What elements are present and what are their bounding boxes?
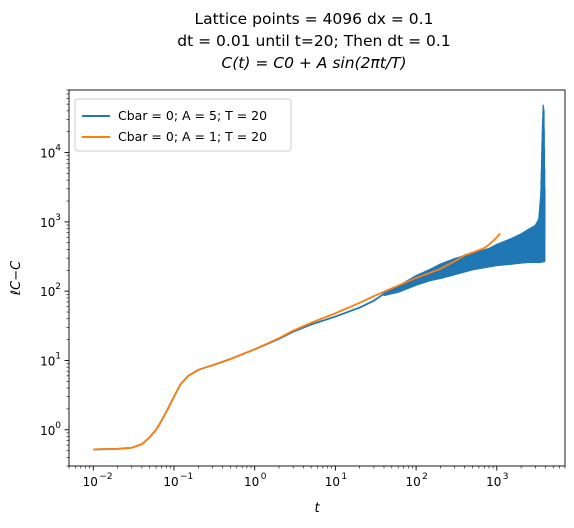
x-axis-label: t: [314, 501, 320, 516]
y-tick-label-exponent: 0: [55, 421, 61, 431]
plot-area: [68, 89, 566, 467]
legend-label-series-1: Cbar = 0; A = 5; T = 20: [118, 108, 267, 123]
y-tick-label: 10: [40, 424, 55, 438]
x-axis: 10 −2 10 −1 10 0 10 1 10 2 10 3: [68, 466, 566, 489]
x-tick-label-exponent: 0: [261, 472, 267, 482]
x-tick-label-exponent: −1: [180, 472, 193, 482]
x-tick-label-exponent: 3: [503, 472, 509, 482]
x-tick-label: 10: [83, 475, 98, 489]
title-line-3: C(t) = C0 + A sin(2πt/T): [221, 54, 406, 72]
x-tick-label: 10: [486, 475, 501, 489]
y-tick-label: 10: [40, 354, 55, 368]
series-2-line: [93, 232, 501, 451]
x-tick-label: 10: [163, 475, 178, 489]
y-tick-label: 10: [40, 147, 55, 161]
x-tick-label-exponent: −2: [99, 472, 112, 482]
y-tick-label-exponent: 1: [55, 351, 61, 361]
series-layer: [93, 104, 546, 451]
x-tick-label-exponent: 1: [341, 472, 347, 482]
y-tick-label: 10: [40, 285, 55, 299]
x-tick-label: 10: [244, 475, 259, 489]
y-tick-label-exponent: 3: [55, 213, 61, 223]
y-tick-label-exponent: 2: [55, 282, 61, 292]
legend-label-series-2: Cbar = 0; A = 1; T = 20: [118, 129, 267, 144]
x-tick-label: 10: [405, 475, 420, 489]
y-tick-label-exponent: 4: [55, 144, 61, 154]
x-tick-label-exponent: 2: [422, 472, 428, 482]
x-tick-label: 10: [325, 475, 340, 489]
title-line-1: Lattice points = 4096 dx = 0.1: [195, 10, 434, 28]
legend-box: [74, 98, 292, 152]
legend: Cbar = 0; A = 5; T = 20 Cbar = 0; A = 1;…: [74, 98, 292, 152]
title-line-2: dt = 0.01 until t=20; Then dt = 0.1: [177, 32, 450, 50]
y-tick-label: 10: [40, 216, 55, 230]
chart-title: Lattice points = 4096 dx = 0.1 dt = 0.01…: [177, 10, 450, 72]
y-axis-label: ℓC−C: [9, 260, 24, 296]
